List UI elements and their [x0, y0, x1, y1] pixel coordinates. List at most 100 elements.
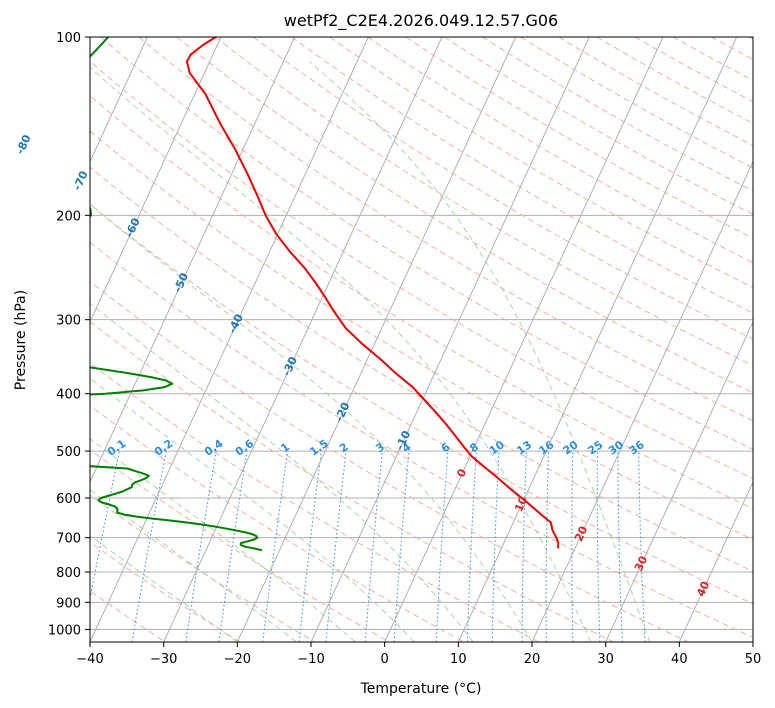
plot-area — [90, 37, 753, 642]
isotherm — [752, 640, 753, 642]
x-tick-label: 20 — [524, 652, 541, 667]
moist-adiabat — [90, 377, 415, 642]
x-tick-label: 40 — [671, 652, 688, 667]
dry-adiabat — [253, 37, 753, 340]
isotherm — [90, 37, 222, 323]
dry-adiabat — [90, 130, 753, 541]
x-tick-label: −40 — [76, 652, 103, 667]
x-tick-label: 30 — [597, 652, 614, 667]
dry-adiabat — [672, 37, 753, 81]
isotherm — [90, 37, 148, 163]
mixing-ratio-line — [218, 451, 248, 642]
dry-adiabat — [596, 37, 753, 124]
mixing-ratio-label: 1 — [278, 440, 292, 455]
mixing-ratio-line — [90, 450, 120, 602]
isotherm — [310, 37, 590, 642]
isotherm — [90, 37, 296, 484]
dry-adiabat — [90, 320, 614, 642]
dry-adiabat — [443, 37, 753, 215]
chart-title: wetPf2_C2E4.2026.049.12.57.G06 — [284, 11, 558, 31]
x-axis-ticks: −40 −30 −20 −10 0 10 20 30 40 50 — [76, 642, 761, 667]
x-tick-label: −10 — [297, 652, 324, 667]
mixing-ratio-line — [364, 451, 383, 642]
mixing-ratio-label: 10 — [487, 438, 507, 458]
isotherm — [236, 37, 517, 642]
mixing-ratio-line — [262, 451, 289, 642]
dry-adiabat — [100, 37, 753, 450]
x-axis-title: Temperature (°C) — [360, 681, 482, 697]
isotherms — [90, 37, 753, 642]
isotherm-label: -60 — [123, 216, 143, 240]
temperature-line — [185, 37, 560, 549]
mixing-ratio-line — [491, 451, 500, 642]
moist-adiabat — [90, 489, 297, 642]
dry-adiabat — [90, 362, 540, 642]
line-labels: 0.10.20.40.611.52346810131620253036-100-… — [14, 132, 713, 599]
y-tick-label: 500 — [56, 445, 81, 460]
isotherm-label: -70 — [71, 169, 91, 193]
plot-frame — [89, 36, 754, 643]
moist-adiabat — [309, 61, 651, 642]
y-tick-label: 100 — [56, 31, 81, 46]
y-tick-label: 400 — [56, 388, 81, 403]
dry-adiabat — [558, 37, 753, 147]
dry-adiabat — [90, 166, 753, 572]
mixing-ratio-line — [131, 451, 167, 642]
y-axis-ticks: 100 200 300 400 500 600 700 800 900 1000 — [48, 31, 90, 638]
isotherm-label: -40 — [226, 312, 246, 336]
mixing-ratio-line — [596, 451, 601, 642]
dry-adiabat — [90, 541, 241, 642]
dry-adiabat — [329, 37, 753, 289]
y-axis-title: Pressure (hPa) — [13, 290, 29, 390]
x-tick-label: 50 — [745, 652, 762, 667]
moist-adiabat — [90, 66, 592, 642]
dry-adiabat — [482, 37, 753, 192]
mixing-ratio-label: 1.5 — [307, 437, 330, 459]
isotherm-label: -50 — [171, 271, 191, 295]
mixing-ratio-label: 36 — [627, 438, 647, 458]
x-tick-label: 10 — [450, 652, 467, 667]
mixing-ratio-line — [521, 451, 527, 642]
mixing-ratio-label: 0.6 — [233, 437, 257, 459]
mixing-ratio-label: 25 — [585, 438, 605, 457]
isotherm — [605, 320, 753, 642]
dry-adiabat — [90, 280, 689, 642]
isotherm-label: -80 — [14, 132, 34, 156]
dry-adiabat — [90, 449, 390, 642]
isotherm-label: 40 — [694, 579, 712, 599]
dry-adiabat — [90, 60, 753, 480]
x-tick-label: −20 — [224, 652, 251, 667]
y-tick-label: 900 — [56, 596, 81, 611]
mixing-ratio-lines — [90, 450, 646, 642]
mixing-ratio-line — [393, 451, 410, 642]
moist-adiabat — [90, 534, 238, 642]
dry-adiabat — [90, 405, 465, 642]
mixing-ratio-line — [435, 451, 449, 642]
mixing-ratio-label: 2 — [337, 440, 351, 455]
y-tick-label: 300 — [56, 314, 81, 329]
isotherm — [678, 480, 753, 642]
moist-adiabat — [90, 437, 356, 642]
dry-adiabat — [214, 37, 753, 367]
moist-adiabats — [90, 61, 651, 642]
y-tick-label: 700 — [56, 532, 81, 547]
x-tick-label: −30 — [150, 652, 177, 667]
x-tick-label: 0 — [381, 652, 389, 667]
dry-adiabat — [291, 37, 753, 314]
isotherm — [457, 37, 738, 642]
dry-adiabat — [90, 494, 315, 642]
isotherm — [90, 37, 369, 642]
moist-adiabat — [90, 203, 533, 642]
dewpoint-line — [90, 37, 263, 552]
isotherm-label: 30 — [632, 554, 650, 574]
mixing-ratio-label: 6 — [439, 440, 453, 455]
isotherm-label: -20 — [332, 400, 352, 424]
mixing-ratio-line — [545, 451, 550, 642]
y-tick-label: 1000 — [48, 623, 81, 638]
isotherm — [531, 160, 753, 642]
dry-adiabat — [520, 37, 753, 169]
mixing-ratio-line — [298, 451, 322, 642]
mixing-ratio-label: 16 — [536, 438, 556, 458]
mixing-ratio-line — [571, 451, 574, 642]
